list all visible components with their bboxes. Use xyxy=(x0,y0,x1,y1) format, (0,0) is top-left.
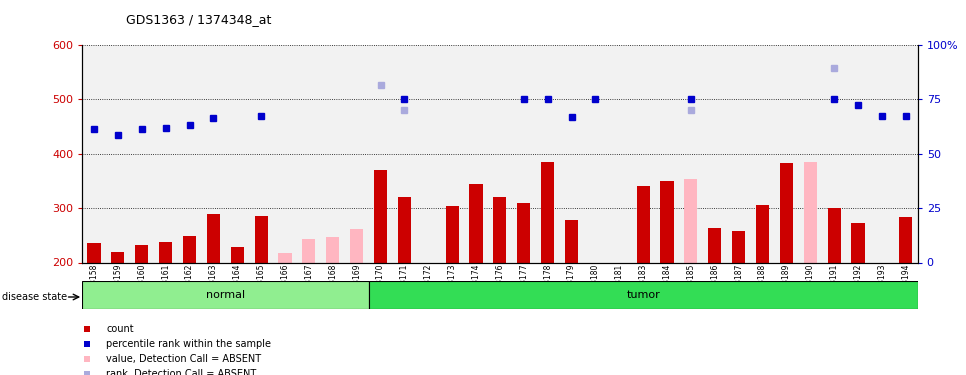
Bar xyxy=(899,217,912,262)
Bar xyxy=(828,208,840,262)
Text: count: count xyxy=(106,324,134,334)
Bar xyxy=(327,237,339,262)
Bar xyxy=(541,162,554,262)
Bar xyxy=(732,231,745,262)
Text: percentile rank within the sample: percentile rank within the sample xyxy=(106,339,271,349)
Bar xyxy=(661,181,673,262)
Text: GDS1363 / 1374348_at: GDS1363 / 1374348_at xyxy=(126,13,270,26)
Bar xyxy=(111,252,125,262)
Text: disease state: disease state xyxy=(2,292,67,302)
Bar xyxy=(708,228,722,262)
Bar xyxy=(159,242,172,262)
Bar xyxy=(637,186,650,262)
Bar xyxy=(851,224,865,262)
Bar xyxy=(684,179,697,262)
Bar xyxy=(780,163,793,262)
Bar xyxy=(278,253,292,262)
Text: normal: normal xyxy=(206,290,245,300)
Text: value, Detection Call = ABSENT: value, Detection Call = ABSENT xyxy=(106,354,262,364)
Bar xyxy=(374,170,387,262)
Bar xyxy=(565,220,578,262)
Bar xyxy=(398,197,411,262)
Bar xyxy=(517,202,530,262)
Text: rank, Detection Call = ABSENT: rank, Detection Call = ABSENT xyxy=(106,369,257,375)
Bar xyxy=(445,207,459,262)
Bar xyxy=(207,214,220,262)
Bar xyxy=(804,162,817,262)
Bar xyxy=(231,247,243,262)
Bar xyxy=(82,281,369,309)
Bar xyxy=(302,239,316,262)
Bar xyxy=(255,216,268,262)
Bar xyxy=(369,281,918,309)
Bar xyxy=(469,184,483,262)
Bar xyxy=(756,206,769,262)
Text: tumor: tumor xyxy=(626,290,660,300)
Bar xyxy=(494,197,506,262)
Bar xyxy=(135,245,149,262)
Bar xyxy=(183,236,196,262)
Bar xyxy=(88,243,100,262)
Bar xyxy=(350,229,363,262)
